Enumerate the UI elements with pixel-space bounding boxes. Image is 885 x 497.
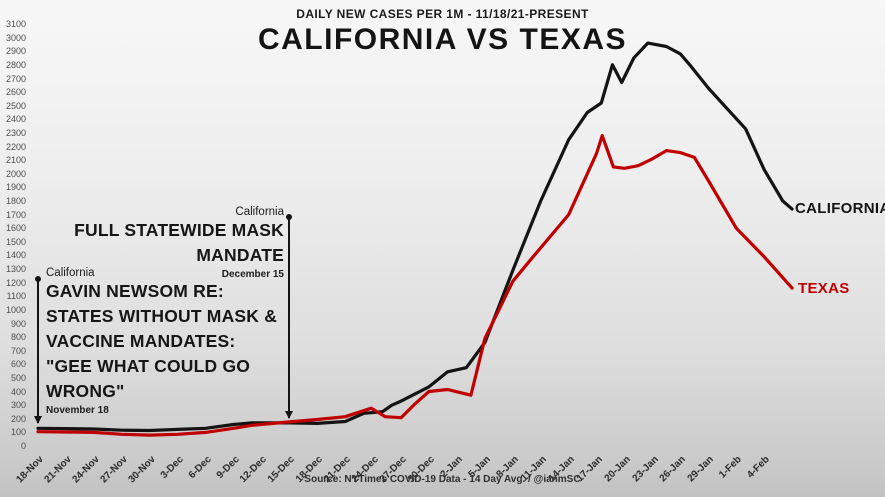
y-tick-label: 2100 — [5, 155, 26, 166]
series-label-california: CALIFORNIA — [795, 200, 885, 217]
y-tick-label: 300 — [10, 400, 26, 411]
annotation-line-dec15 — [288, 216, 290, 418]
y-tick-label: 600 — [10, 359, 26, 370]
y-tick-label: 2800 — [5, 59, 26, 70]
annotation-text-line: GAVIN NEWSOM RE: — [46, 281, 224, 301]
y-tick-label: 2500 — [5, 100, 26, 111]
annotation-state-label: California — [46, 267, 95, 279]
y-tick-label: 1200 — [5, 277, 26, 288]
y-tick-label: 2900 — [5, 46, 26, 57]
annotation-date: December 15 — [221, 269, 284, 280]
annotation-mask-mandate: California FULL STATEWIDE MASK MANDATE D… — [40, 206, 284, 280]
chart-subtitle: DAILY NEW CASES PER 1M - 11/18/21-PRESEN… — [296, 7, 589, 21]
y-tick-label: 500 — [10, 372, 26, 383]
y-tick-label: 900 — [10, 318, 26, 329]
annotation-text-line: "GEE WHAT COULD GO — [46, 356, 251, 376]
annotation-state-label: California — [235, 206, 284, 218]
annotation-newsom-quote: California GAVIN NEWSOM RE: STATES WITHO… — [46, 267, 306, 416]
annotation-text-line: FULL STATEWIDE MASK — [74, 220, 284, 240]
y-tick-label: 200 — [10, 413, 26, 424]
annotation-text-line: WRONG" — [46, 381, 125, 401]
y-tick-label: 1800 — [5, 196, 26, 206]
y-tick-label: 1300 — [5, 264, 26, 274]
y-tick-label: 2000 — [5, 168, 26, 179]
y-tick-label: 2700 — [5, 73, 26, 84]
line-series-california — [36, 41, 794, 433]
annotation-date: November 18 — [46, 405, 109, 416]
y-tick-label: 3000 — [5, 32, 26, 43]
y-tick-label: 1600 — [5, 223, 26, 234]
y-tick-label: 2600 — [5, 87, 26, 98]
series-label-texas: TEXAS — [798, 280, 850, 297]
y-tick-label: 400 — [10, 386, 26, 397]
y-tick-label: 1400 — [5, 250, 26, 261]
y-tick-label: 2300 — [5, 127, 26, 138]
annotation-text-line: STATES WITHOUT MASK & — [46, 306, 278, 326]
y-tick-label: 2400 — [5, 114, 26, 125]
y-tick-label: 800 — [10, 332, 26, 343]
annotation-text-line: MANDATE — [196, 245, 284, 265]
y-tick-label: 3100 — [5, 19, 26, 29]
line-series-texas — [36, 134, 794, 437]
y-tick-label: 2200 — [5, 141, 26, 152]
annotation-line-nov18 — [37, 278, 39, 423]
source-attribution: Source: NYTimes COVID-19 Data - 14 Day A… — [304, 474, 581, 485]
chart-title: CALIFORNIA VS TEXAS — [257, 23, 628, 56]
y-tick-label: 1700 — [5, 209, 26, 220]
y-tick-label: 1100 — [6, 291, 26, 302]
y-tick-label: 100 — [10, 427, 26, 438]
y-tick-label: 0 — [20, 441, 26, 451]
y-tick-label: 700 — [10, 345, 26, 356]
annotation-text-line: VACCINE MANDATES: — [46, 331, 236, 351]
y-tick-label: 1900 — [5, 182, 26, 193]
y-tick-label: 1000 — [5, 304, 26, 315]
y-tick-label: 1500 — [5, 236, 26, 247]
